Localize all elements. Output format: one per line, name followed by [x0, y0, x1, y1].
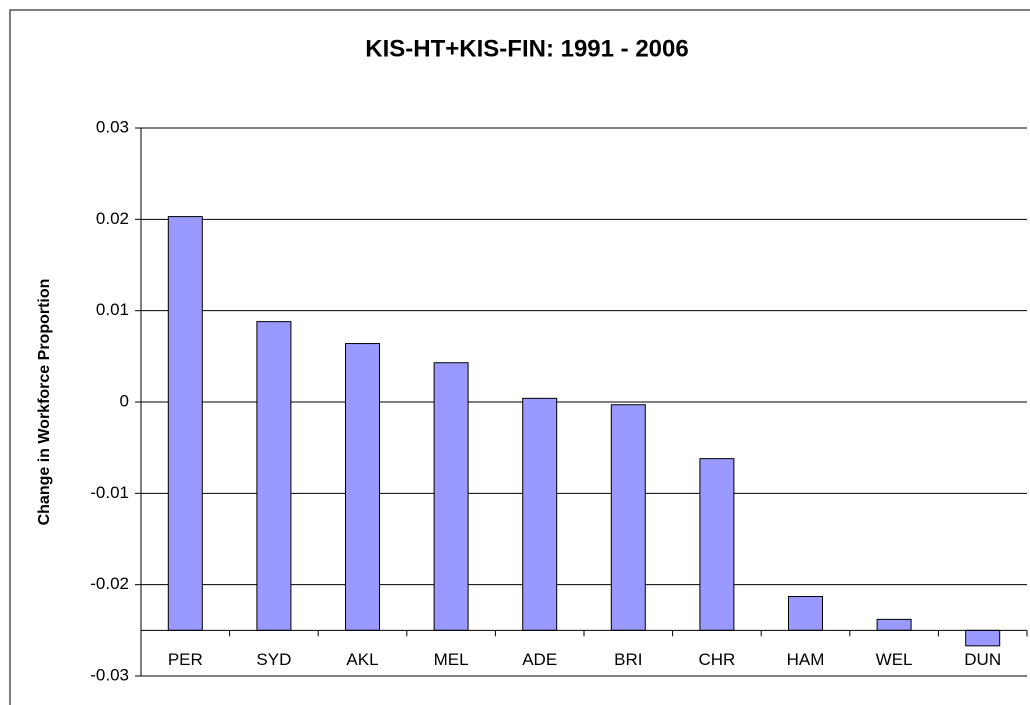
- x-tick-label: HAM: [787, 650, 825, 669]
- y-tick-label: -0.01: [90, 483, 129, 502]
- bar: [699, 458, 735, 631]
- x-tick-label: AKL: [346, 650, 378, 669]
- x-tick-label: DUN: [964, 650, 1001, 669]
- x-tick-label: PER: [168, 650, 203, 669]
- x-tick-label: SYD: [256, 650, 291, 669]
- x-tick-label: BRI: [614, 650, 642, 669]
- x-tick-label: CHR: [698, 650, 735, 669]
- x-tick-label: MEL: [434, 650, 469, 669]
- bar: [965, 629, 1001, 647]
- bar: [788, 596, 823, 631]
- bar: [167, 216, 203, 631]
- chart-title: KIS-HT+KIS-FIN: 1991 - 2006: [365, 35, 688, 62]
- bar: [522, 397, 558, 631]
- y-tick-label: 0.02: [96, 209, 129, 228]
- y-tick-label: 0: [120, 391, 129, 410]
- y-tick-label: 0.03: [96, 117, 129, 136]
- y-tick-label: -0.03: [90, 665, 129, 684]
- chart-frame: [9, 9, 1030, 705]
- y-tick-label: 0.01: [96, 300, 129, 319]
- bar: [876, 618, 912, 631]
- bar: [610, 404, 646, 631]
- y-tick-label: -0.02: [90, 574, 129, 593]
- x-tick-label: ADE: [522, 650, 557, 669]
- bar: [345, 343, 380, 631]
- x-tick-label: WEL: [876, 650, 913, 669]
- y-axis-label: Change in Workforce Proportion: [36, 279, 53, 526]
- bar: [256, 321, 292, 631]
- bar: [433, 362, 469, 631]
